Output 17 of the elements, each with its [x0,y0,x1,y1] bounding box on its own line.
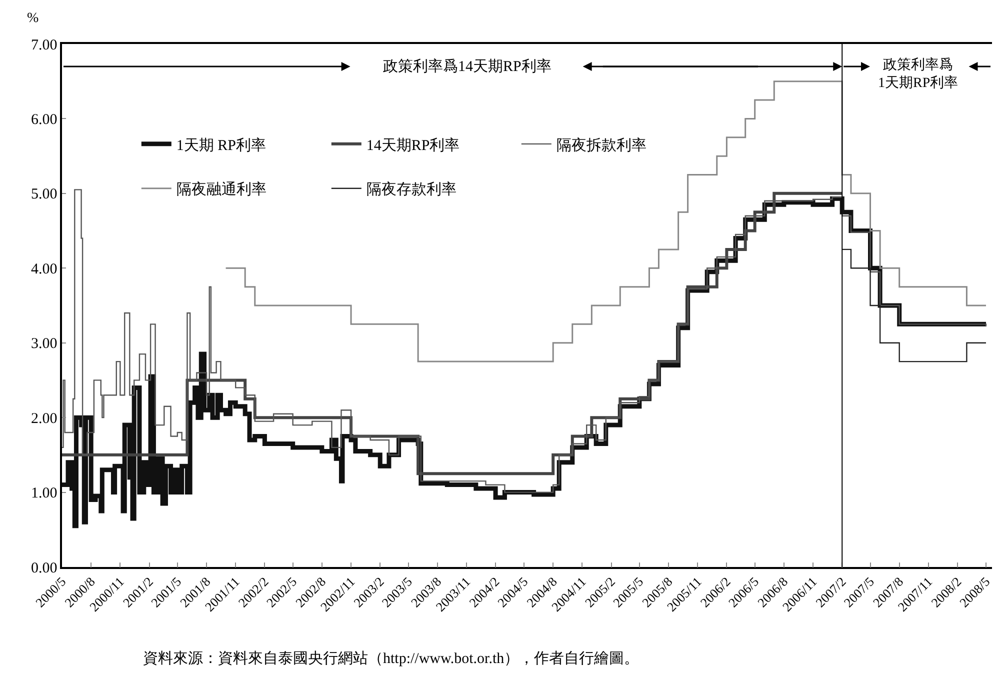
annotation: 政策利率爲 1天期RP利率 [878,57,958,92]
annotation: 政策利率爲14天期RP利率 [383,58,552,75]
legend-label: 1天期 RP利率 [176,136,266,154]
y-tick-label: 1.00 [31,486,58,502]
y-tick-label: 4.00 [31,261,58,278]
legend-label: 隔夜拆款利率 [556,136,646,154]
legend-label: 14天期RP利率 [366,136,460,154]
legend-label: 隔夜存款利率 [366,181,456,198]
y-tick-label: 3.00 [31,336,58,352]
y-tick-label: 5.00 [31,186,58,203]
y-tick-label: 0.00 [31,560,58,576]
y-tick-label: 2.00 [31,410,58,427]
y-tick-label: 6.00 [31,112,58,128]
y-axis-title: % [27,11,39,26]
source-note: 資料來源：資料來自泰國央行網站（http://www.bot.or.th），作者自行繪圖。 [143,650,640,667]
y-tick-label: 7.00 [31,37,58,54]
legend-label: 隔夜融通利率 [176,181,266,198]
